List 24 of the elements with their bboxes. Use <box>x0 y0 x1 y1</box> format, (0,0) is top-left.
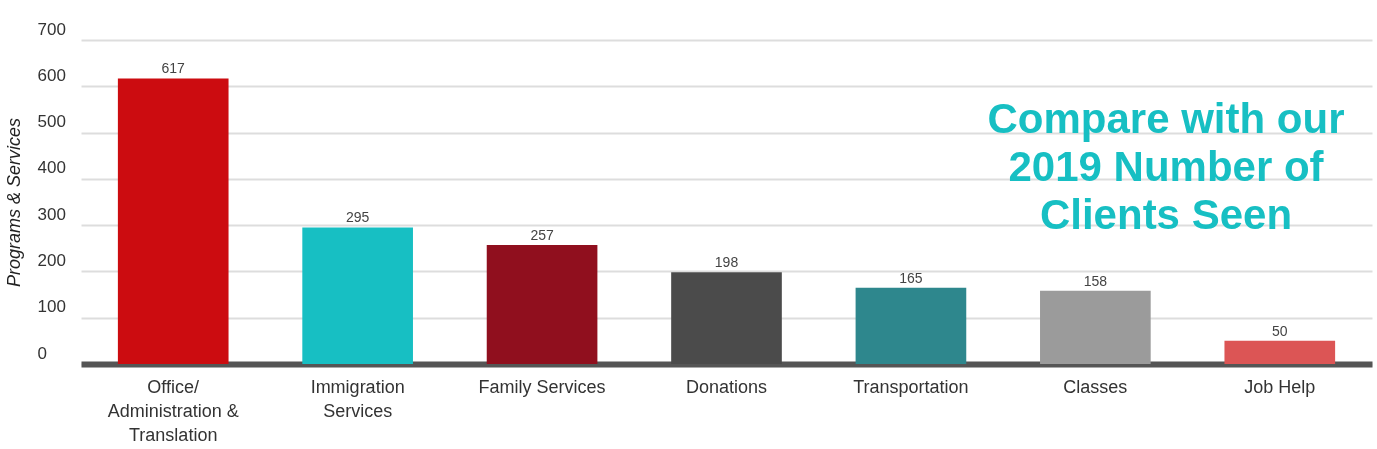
data-label: 295 <box>345 209 370 226</box>
y-tick-label: 400 <box>37 158 66 178</box>
y-tick-label: 300 <box>37 204 66 224</box>
data-label: 158 <box>1083 272 1108 289</box>
x-tick-label: Job Help <box>1244 376 1316 397</box>
data-label: 198 <box>714 254 739 271</box>
y-axis-title: Programs & Services <box>3 117 24 288</box>
data-label: 257 <box>530 227 554 244</box>
x-tick-label: Donations <box>685 376 768 397</box>
x-tick-label: Transportation <box>853 376 969 397</box>
y-tick-label: 500 <box>37 112 66 132</box>
x-tick-label: Classes <box>1063 376 1128 397</box>
x-tick-label: Office/ Administration & Translation <box>107 376 239 445</box>
y-tick-label: 200 <box>37 250 66 270</box>
y-tick-label: 0 <box>37 343 47 363</box>
x-tick-label: Immigration Services <box>310 376 405 421</box>
data-label: 165 <box>899 269 923 286</box>
data-label: 617 <box>161 60 186 77</box>
y-tick-label: 700 <box>37 19 66 39</box>
data-label: 50 <box>1272 322 1288 339</box>
x-tick-label: Family Services <box>478 376 606 397</box>
y-tick-label: 100 <box>37 297 66 317</box>
y-tick-label: 600 <box>37 65 66 85</box>
annotation: Compare with our 2019 Number of Clients Seen <box>987 95 1345 238</box>
